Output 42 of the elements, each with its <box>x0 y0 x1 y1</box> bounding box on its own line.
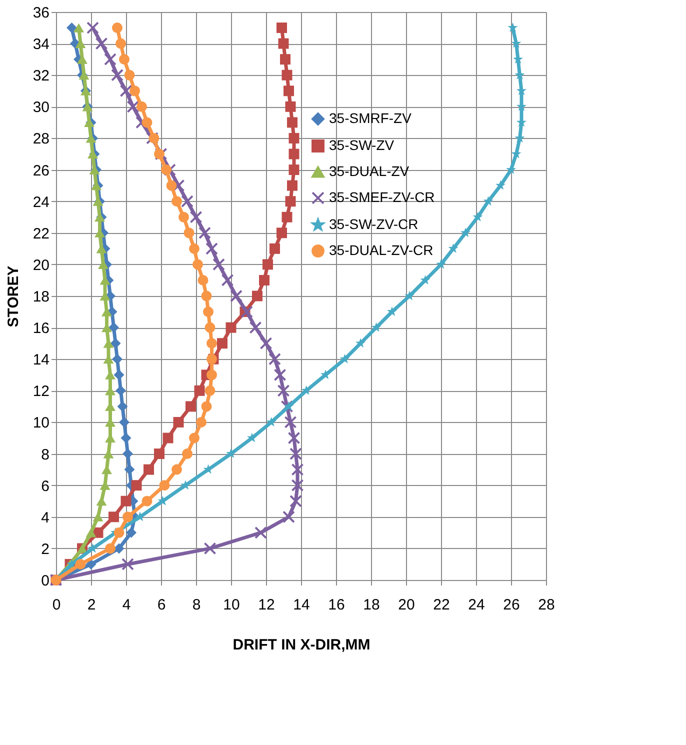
x-tick-label: 10 <box>223 596 240 614</box>
y-tick-label: 0 <box>41 572 50 590</box>
x-tick-label: 28 <box>538 596 555 614</box>
x-tick-label: 0 <box>52 596 61 614</box>
y-tick-label: 6 <box>41 478 50 495</box>
legend-label: 35-SMEF-ZV-CR <box>329 189 435 205</box>
y-axis-title: STOREY <box>4 266 22 328</box>
x-tick-label: 20 <box>398 596 415 614</box>
y-tick-label: 36 <box>32 4 50 22</box>
legend-label: 35-SW-ZV <box>329 137 395 153</box>
x-tick-label: 26 <box>503 596 520 614</box>
y-tick-label: 14 <box>32 352 50 369</box>
y-tick-label: 28 <box>32 130 50 148</box>
x-tick-label: 4 <box>122 596 131 614</box>
x-tick-label: 18 <box>363 596 380 614</box>
legend-label: 35-SW-ZV-CR <box>329 216 418 232</box>
x-tick-label: 22 <box>433 596 450 614</box>
y-tick-label: 26 <box>32 162 50 180</box>
y-tick-label: 4 <box>41 509 50 526</box>
x-tick-label: 24 <box>468 596 485 614</box>
y-tick-label: 24 <box>32 194 50 211</box>
y-tick-label: 2 <box>41 540 50 558</box>
y-tick-label: 34 <box>32 36 50 54</box>
y-tick-label: 22 <box>32 225 50 242</box>
y-tick-label: 30 <box>32 99 50 116</box>
legend-label: 35-DUAL-ZV-CR <box>329 242 434 258</box>
y-tick-label: 20 <box>32 256 50 274</box>
y-tick-label: 8 <box>41 446 50 464</box>
x-tick-label: 2 <box>87 596 96 614</box>
legend-label: 35-DUAL-ZV <box>329 163 410 179</box>
x-tick-label: 12 <box>258 596 275 614</box>
x-tick-label: 16 <box>328 596 345 614</box>
y-tick-label: 10 <box>32 414 50 432</box>
x-tick-label: 8 <box>192 596 201 614</box>
y-tick-label: 32 <box>32 68 50 85</box>
legend-label: 35-SMRF-ZV <box>329 110 412 126</box>
x-axis-title: DRIFT IN X-DIR,MM <box>232 636 370 654</box>
y-tick-label: 12 <box>32 383 50 400</box>
x-tick-label: 6 <box>157 596 166 614</box>
y-tick-label: 16 <box>32 320 50 338</box>
y-tick-label: 18 <box>32 288 50 306</box>
x-tick-label: 14 <box>293 596 310 614</box>
